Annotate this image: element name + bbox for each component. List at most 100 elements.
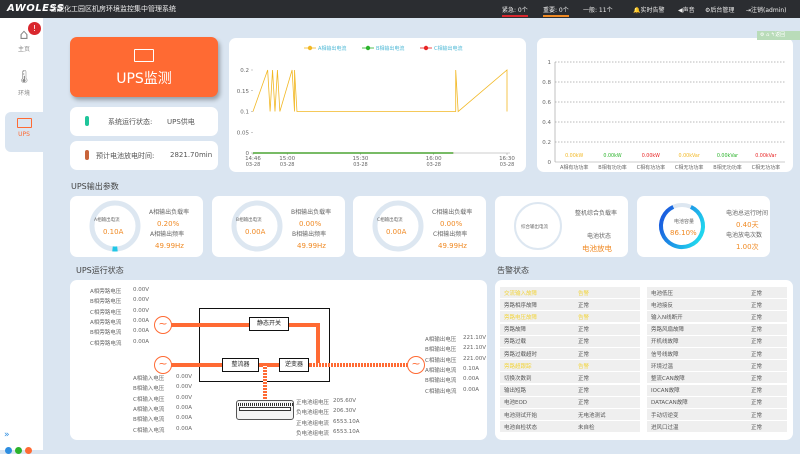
alarm-name: 电池接反 <box>651 302 674 309</box>
x-tick-date: 03-28 <box>500 162 515 168</box>
sound-button[interactable]: ◀声音 <box>678 7 695 14</box>
gauge-label: 电池容量 <box>674 219 695 225</box>
legend-marker <box>365 45 371 51</box>
alarm-row: 开机线故障 正常 <box>647 335 787 347</box>
sidebar-item-environment[interactable]: 🌡 环境 <box>5 68 43 102</box>
label: 声音 <box>682 7 695 14</box>
alarm-name: 输出短路 <box>504 388 527 395</box>
input-label: A相输入电流 <box>133 406 165 413</box>
output-current-chart: 0 0.05 0.1 0.15 0.2 14:46 03-28 15:00 03-28 15:30… <box>229 38 526 172</box>
output-value: 221.00V <box>463 355 487 362</box>
alarm-name: 信号线故障 <box>651 351 679 358</box>
important-count[interactable]: 重要: 0个 <box>543 5 569 17</box>
run-value: 0.40天 <box>736 221 759 229</box>
legend-label: A相输出电流 <box>318 45 346 52</box>
sidebar-item-home[interactable]: ⌂ 主页 ! <box>5 22 43 60</box>
alarm-row: 旁路相序故障 正常 <box>500 299 640 311</box>
y-tick-label: 0.05 <box>237 130 250 136</box>
battery-label: 负电池组电压 <box>296 410 330 417</box>
bypass-value: 0.00A <box>133 328 150 335</box>
alarm-name: 环境过温 <box>651 363 674 370</box>
alarm-state: 正常 <box>578 388 590 395</box>
freq-label: A相输出频率 <box>150 231 185 238</box>
y-tick-label: 0.2 <box>240 68 249 74</box>
battery-line <box>263 364 267 402</box>
status-indicator-icon <box>85 150 89 160</box>
gauge-label: B相输出电流 <box>236 218 262 223</box>
alarm-state: 正常 <box>751 302 763 309</box>
urgent-count[interactable]: 紧急: 0个 <box>502 5 528 17</box>
bypass-label: A相旁路电压 <box>90 289 122 295</box>
alarm-state: 正常 <box>751 327 763 334</box>
output-label: B相输出电压 <box>425 347 457 354</box>
alarm-state: 正常 <box>751 424 763 431</box>
discharge-time-card: 预计电池放电时间: 2821.70min <box>70 141 218 170</box>
battery-pack-icon <box>236 400 294 420</box>
run-label: 电池总运行时间 <box>726 210 769 217</box>
freq-label: B相输出频率 <box>292 231 327 238</box>
realtime-alarm-button[interactable]: 🔔实时告警 <box>633 7 665 14</box>
sidebar-item-ups[interactable]: UPS <box>5 112 43 152</box>
theme-dots[interactable] <box>5 447 32 454</box>
alarm-name: 旁路过载 <box>504 339 527 346</box>
alarm-name: 旁路电压故障 <box>504 314 538 321</box>
phase-output-card: A相输出电流 0.10A A相输出负载率 0.20% A相输出频率 49.99H… <box>70 196 203 257</box>
normal-count[interactable]: 一般: 11个 <box>583 7 613 14</box>
alarm-row: 旁路过载 正常 <box>500 335 640 347</box>
alarm-row: 进风口过温 正常 <box>647 421 787 433</box>
output-value: 221.10V <box>463 345 487 352</box>
bar-data-label: 0.00kVar <box>717 153 738 159</box>
bar-data-label: 0.00kVar <box>755 153 776 159</box>
output-label: A相输出电流 <box>425 367 457 374</box>
output-value: 0.10A <box>463 365 480 372</box>
header-bar: AWOLESS 合肥化工园区机房环境监控集中管理系统 紧急: 0个 重要: 0个… <box>0 0 800 18</box>
battery-card: 电池容量 86.10% 电池总运行时间 0.40天 电池放电次数 1.00次 <box>637 196 770 257</box>
chart-toolbar: ⚙ ⌂ ↰返回 <box>757 31 800 40</box>
output-line <box>310 363 412 367</box>
battery-label: 正电池组电压 <box>296 400 330 406</box>
admin-button[interactable]: ⚙后台管理 <box>705 7 735 14</box>
back-button[interactable]: ↰返回 <box>770 32 786 38</box>
alarm-row: 输出短路 正常 <box>500 384 640 396</box>
bypass-value: 0.00A <box>133 317 150 324</box>
alarm-state: 正常 <box>751 412 763 419</box>
alarm-state: 正常 <box>751 351 763 358</box>
output-value: 0.00A <box>463 386 480 393</box>
input-value: 0.00A <box>176 404 193 411</box>
x-tick-date: 03-28 <box>353 162 368 168</box>
alarm-state: 正常 <box>578 375 590 382</box>
run-status-card: A相旁路电压 0.00V B相旁路电压 0.00V C相旁路电压 0.00V A相旁路电流 0… <box>70 280 487 440</box>
label: 注销(admin) <box>751 7 787 14</box>
logout-button[interactable]: ⇥注销(admin) <box>746 7 787 14</box>
freq-value: 49.99Hz <box>297 242 326 250</box>
alarm-row: DATACAN故障 正常 <box>647 396 787 408</box>
alarm-name: 手动切逆变 <box>651 412 679 419</box>
alarm-row: 电池低压 正常 <box>647 287 787 298</box>
input-value: 0.00V <box>176 374 193 380</box>
alarm-name: 输入N线断开 <box>651 314 683 321</box>
alarm-row: 交流输入故障 告警 <box>500 287 640 298</box>
alarm-row: 旁路过载超时 正常 <box>500 348 640 359</box>
load-label: B相输出负载率 <box>291 209 332 216</box>
settings-icon[interactable]: ⚙ <box>760 32 765 38</box>
label: 系统运行状态: <box>108 118 153 126</box>
alarm-state: 正常 <box>751 314 763 321</box>
gauge-value: 0.00A <box>386 228 407 236</box>
bar-data-label: 0.00kVar <box>679 153 700 159</box>
legend-label: B相输出电流 <box>376 45 404 52</box>
home-icon[interactable]: ⌂ <box>766 32 770 38</box>
ups-hero-card: UPS监测 <box>70 37 218 97</box>
bypass-value: 0.00V <box>133 307 150 314</box>
expand-icon[interactable]: » <box>4 430 10 440</box>
y-tick-label: 0.15 <box>237 89 250 95</box>
x-tick-label: B相无功功率 <box>713 164 741 171</box>
alarm-state: 未自检 <box>578 424 595 431</box>
alarm-name: 交流输入故障 <box>504 290 538 297</box>
gauge-label: 综合输出电流 <box>521 225 548 230</box>
bypass-label: A相旁路电流 <box>90 319 122 326</box>
input-label: B相输入电压 <box>133 386 165 393</box>
alarm-row: 电池EOD 正常 <box>500 396 640 408</box>
alarm-state: 正常 <box>751 388 763 395</box>
gauge-label: A相输出电流 <box>94 218 120 223</box>
discharge-count-value: 1.00次 <box>736 243 759 251</box>
